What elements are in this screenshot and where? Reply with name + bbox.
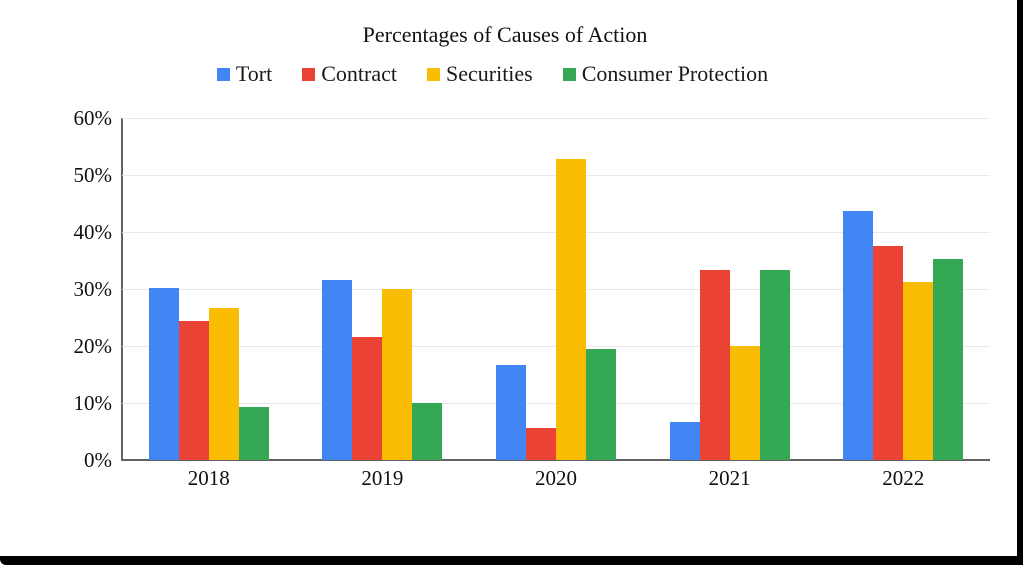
bar-securities-2019 (382, 289, 413, 460)
screen-edge-bottom (0, 556, 1023, 565)
legend-label: Tort (235, 61, 273, 86)
gridline (122, 118, 990, 119)
bar-tort-2020 (495, 364, 526, 460)
bar-consumer-protection-2022 (933, 258, 964, 460)
bar-securities-2022 (903, 282, 934, 460)
legend-item-tort: Tort (216, 61, 273, 87)
y-axis-label: 30% (73, 277, 113, 301)
legend-label: Securities (445, 61, 533, 86)
bar-tort-2021 (669, 421, 700, 460)
legend: Tort Contract Securities Consumer Protectio… (0, 61, 985, 87)
bar-securities-2020 (555, 159, 586, 460)
x-axis-label: 2018 (187, 466, 230, 490)
legend-swatch-icon (426, 67, 440, 81)
x-axis-label: 2021 (708, 466, 751, 490)
bar-group-2021 (643, 118, 817, 460)
x-axis-label: 2019 (361, 466, 404, 490)
bar-tort-2022 (843, 210, 874, 460)
bar-contract-2018 (178, 320, 209, 460)
y-axis-label: 50% (73, 163, 113, 187)
bar-group-2022 (816, 118, 990, 460)
bar-group-2018 (122, 118, 296, 460)
legend-label: Contract (321, 61, 397, 86)
x-axis-line (121, 459, 990, 461)
legend-item-contract: Contract (302, 61, 397, 87)
legend-swatch-icon (216, 67, 230, 81)
x-axis-label: 2020 (534, 466, 577, 490)
bar-consumer-protection-2019 (412, 403, 443, 460)
bar-consumer-protection-2020 (585, 348, 616, 460)
y-axis-label: 60% (73, 106, 113, 130)
bar-contract-2021 (699, 270, 730, 460)
bar-securities-2021 (729, 346, 760, 460)
y-axis-label: 20% (73, 334, 113, 358)
y-axis-label: 10% (73, 391, 113, 415)
bar-tort-2018 (148, 287, 179, 460)
legend-label: Consumer Protection (581, 61, 769, 86)
legend-item-securities: Securities (426, 61, 533, 87)
x-axis-label: 2022 (882, 466, 925, 490)
bar-securities-2018 (208, 308, 239, 460)
bar-group-2019 (296, 118, 470, 460)
bar-contract-2020 (525, 428, 556, 460)
bar-contract-2022 (873, 246, 904, 460)
bar-consumer-protection-2018 (238, 407, 269, 460)
screen-edge-right (1017, 0, 1023, 565)
bar-tort-2019 (322, 279, 353, 460)
legend-item-consumer-protection: Consumer Protection (562, 61, 769, 87)
y-axis-label: 0% (84, 448, 112, 472)
plot-area (121, 118, 990, 461)
bar-contract-2019 (352, 336, 383, 460)
legend-swatch-icon (302, 67, 316, 81)
legend-swatch-icon (562, 67, 576, 81)
chart-title: Percentages of Causes of Action (362, 22, 648, 47)
y-axis-label: 40% (73, 220, 113, 244)
bar-consumer-protection-2021 (759, 270, 790, 460)
bar-group-2020 (469, 118, 643, 460)
